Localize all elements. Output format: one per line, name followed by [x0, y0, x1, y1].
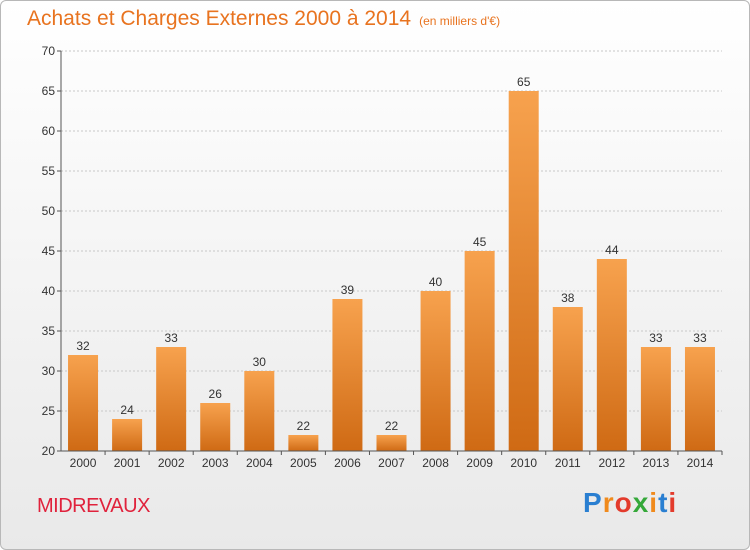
y-tick-label-50: 50 [42, 204, 56, 218]
bar-2011[interactable] [552, 307, 583, 451]
data-label-2013: 33 [649, 331, 663, 345]
data-label-2014: 33 [693, 331, 707, 345]
logo-letter: i [668, 487, 678, 518]
title-text: Achats et Charges Externes 2000 à 2014 [27, 7, 412, 30]
x-tick-label-2007: 2007 [378, 456, 405, 470]
y-tick-label-30: 30 [42, 364, 56, 378]
x-tick-label-2013: 2013 [643, 456, 670, 470]
chart-subtitle: (en milliers d'€) [419, 14, 501, 28]
data-label-2005: 22 [297, 419, 311, 433]
bar-2012[interactable] [596, 259, 627, 451]
x-axis: 2000 2001 2002 2003 2004 2005 2006 2007 2008 2009… [61, 450, 723, 470]
x-tick-label-2001: 2001 [114, 456, 141, 470]
bar-2001[interactable] [112, 419, 143, 451]
y-tick-label-40: 40 [42, 284, 56, 298]
bar-2007[interactable] [376, 435, 407, 451]
x-tick-label-2005: 2005 [290, 456, 317, 470]
chart-title: Achats et Charges Externes 2000 à 2014 (e… [27, 7, 500, 31]
data-label-2011: 38 [561, 291, 575, 305]
data-label-2004: 30 [253, 355, 267, 369]
bar-2003[interactable] [200, 403, 231, 451]
y-axis: 20 25 30 35 40 45 50 55 60 65 70 [42, 44, 62, 458]
bar-2009[interactable] [464, 251, 495, 451]
bar-2000[interactable] [68, 355, 99, 451]
data-label-2012: 44 [605, 243, 619, 257]
bar-2013[interactable] [640, 347, 671, 451]
bar-2010[interactable] [508, 91, 539, 451]
bar-2005[interactable] [288, 435, 319, 451]
x-tick-label-2010: 2010 [510, 456, 537, 470]
bar-2002[interactable] [156, 347, 187, 451]
y-tick-label-20: 20 [42, 444, 56, 458]
data-label-2008: 40 [429, 275, 443, 289]
data-labels: 32 24 33 26 30 22 39 22 40 45 65 38 44 33 33 [76, 75, 707, 433]
y-tick-label-60: 60 [42, 124, 56, 138]
commune-name: MIDREVAUX [37, 495, 150, 517]
logo-letter: i [649, 487, 659, 518]
x-tick-label-2000: 2000 [70, 456, 97, 470]
bar-2008[interactable] [420, 291, 451, 451]
data-label-2001: 24 [120, 403, 134, 417]
x-tick-label-2006: 2006 [334, 456, 361, 470]
x-tick-label-2012: 2012 [598, 456, 625, 470]
x-tick-label-2011: 2011 [555, 456, 581, 470]
bar-2004[interactable] [244, 371, 275, 451]
logo-letter: o [614, 487, 633, 518]
data-label-2000: 32 [76, 339, 90, 353]
logo-letter: P [583, 487, 603, 518]
x-tick-label-2004: 2004 [246, 456, 273, 470]
x-tick-label-2003: 2003 [202, 456, 229, 470]
x-tick-label-2009: 2009 [466, 456, 493, 470]
data-label-2006: 39 [341, 283, 355, 297]
data-label-2009: 45 [473, 235, 487, 249]
y-tick-label-65: 65 [42, 84, 56, 98]
bar-2014[interactable] [684, 347, 715, 451]
data-label-2002: 33 [164, 331, 178, 345]
logo-letter: x [632, 487, 650, 518]
y-tick-label-55: 55 [42, 164, 56, 178]
data-label-2010: 65 [517, 75, 531, 89]
data-label-2003: 26 [209, 387, 223, 401]
y-tick-label-25: 25 [42, 404, 56, 418]
logo-letter: t [658, 487, 669, 518]
bar-2006[interactable] [332, 299, 363, 451]
bars [68, 91, 715, 451]
y-tick-label-70: 70 [42, 44, 56, 58]
y-tick-label-45: 45 [42, 244, 56, 258]
data-label-2007: 22 [385, 419, 399, 433]
proxiti-logo[interactable]: Proxiti [583, 487, 677, 519]
x-tick-label-2008: 2008 [422, 456, 449, 470]
logo-letter: r [602, 487, 615, 518]
x-tick-label-2002: 2002 [158, 456, 185, 470]
x-tick-label-2014: 2014 [687, 456, 714, 470]
y-tick-label-35: 35 [42, 324, 56, 338]
